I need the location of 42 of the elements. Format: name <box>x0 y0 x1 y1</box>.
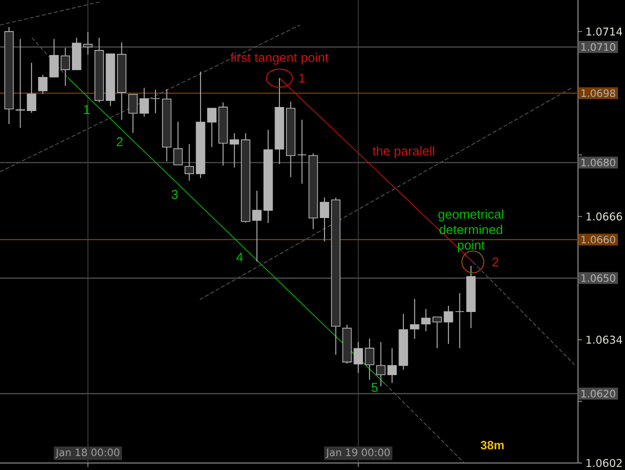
annotation: the paralell <box>372 146 434 158</box>
candlestick <box>173 121 183 166</box>
candlestick <box>320 197 330 242</box>
candlestick <box>364 338 374 380</box>
ref-line-label: 1.0650 <box>582 274 616 282</box>
annotation: 3 <box>172 190 178 199</box>
annotation: 1 <box>299 74 305 83</box>
x-tick-label: Jan 19 00:00 <box>326 448 390 458</box>
annotation: 38m <box>480 440 504 450</box>
x-tick-label: Jan 18 00:00 <box>55 448 120 458</box>
ref-line-label: 1.0620 <box>582 390 616 398</box>
candlestick <box>38 74 48 94</box>
y-tick-label: 1.0666 <box>586 212 622 220</box>
candlestick <box>376 342 386 387</box>
candlestick <box>150 89 160 114</box>
candlestick <box>432 316 442 349</box>
annotation: 1 <box>84 105 90 114</box>
candlestick <box>297 119 307 184</box>
annotation: 2 <box>492 257 498 266</box>
ref-line-label: 1.0660 <box>582 236 616 244</box>
candlestick <box>444 305 454 344</box>
y-tick-label: 1.0714 <box>586 28 622 36</box>
ref-line-label: 1.0710 <box>582 43 616 51</box>
y-tick-label: 1.0602 <box>586 458 622 468</box>
annotation: 5 <box>372 382 378 392</box>
candlestick <box>207 108 217 148</box>
candlestick <box>455 292 464 349</box>
candlestick <box>128 94 138 134</box>
annotation: first tangent point <box>230 52 328 65</box>
annotation: 2 <box>116 137 123 146</box>
candlestick <box>184 144 194 182</box>
candlestick <box>26 62 36 114</box>
ref-line-label: 1.0698 <box>582 89 616 98</box>
y-tick-label: 1.0634 <box>586 336 622 344</box>
ref-line-label: 1.0680 <box>582 158 616 166</box>
candlestick <box>16 38 25 128</box>
candlestick <box>421 308 431 332</box>
annotation: geometrical determined point <box>438 209 504 252</box>
annotation: 4 <box>236 252 243 262</box>
candlestick <box>354 342 363 374</box>
candlestick <box>410 298 420 340</box>
candlestick <box>140 87 149 118</box>
